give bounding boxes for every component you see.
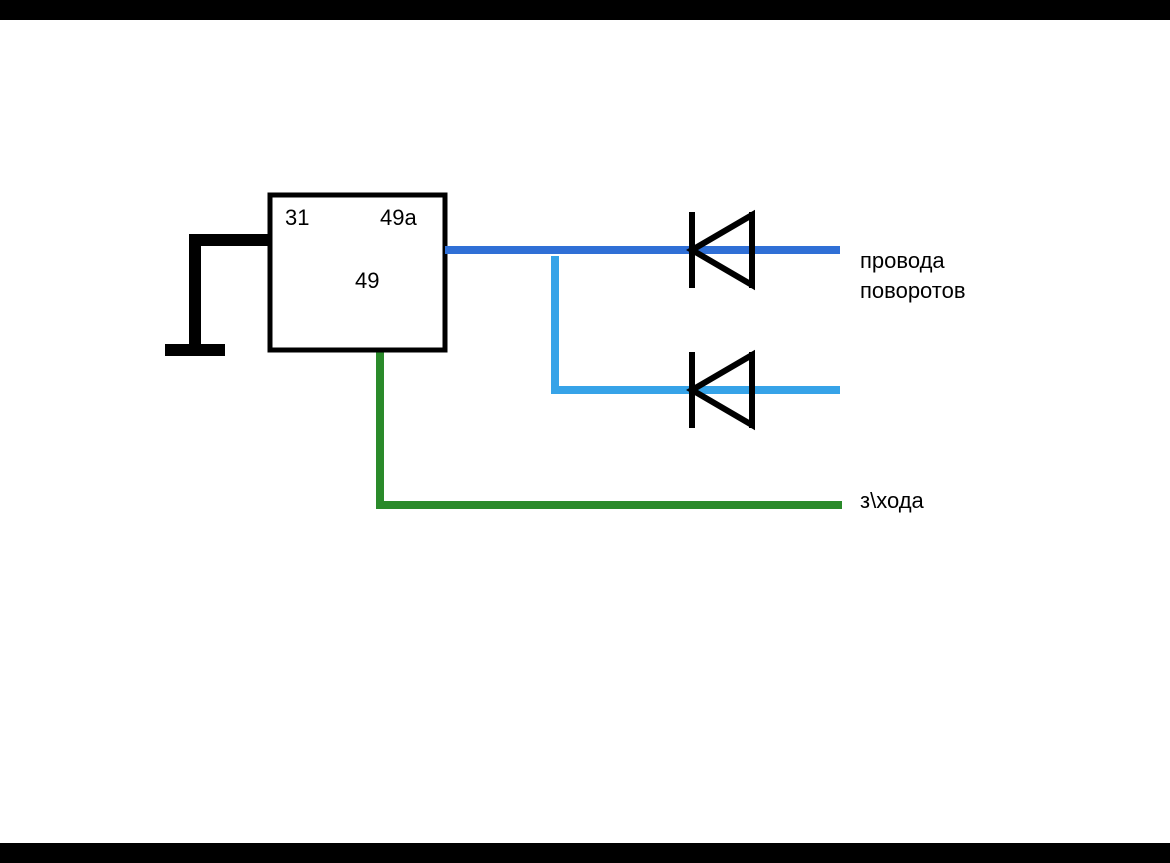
wires-label-1: провода <box>860 248 945 274</box>
blue-wire-branch <box>555 256 840 390</box>
pin-31-label: 31 <box>285 205 309 231</box>
reverse-label: з\хода <box>860 488 924 514</box>
wires-label-2: поворотов <box>860 278 966 304</box>
ground-symbol <box>165 234 270 350</box>
pin-49-label: 49 <box>355 268 379 294</box>
circuit-diagram <box>0 0 1170 863</box>
green-wire <box>380 298 842 505</box>
pin-49a-label: 49a <box>380 205 417 231</box>
